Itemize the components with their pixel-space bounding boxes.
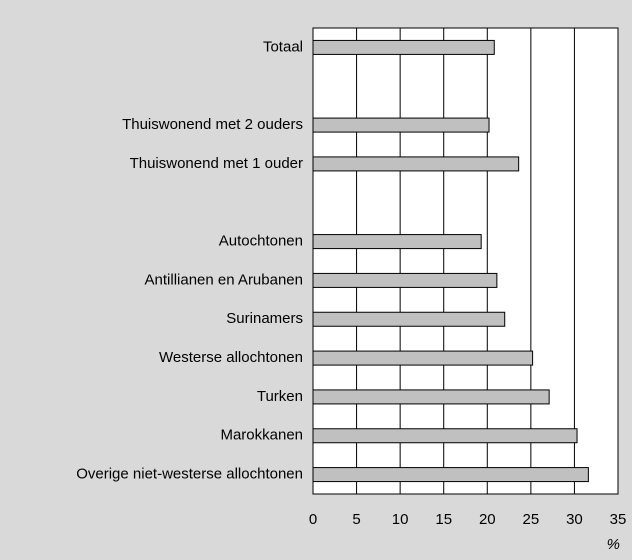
- bar: [312, 272, 498, 288]
- x-tick-label: 20: [479, 511, 496, 528]
- bar: [312, 117, 490, 133]
- y-tick-label: Autochtonen: [219, 233, 303, 250]
- bar: [312, 234, 482, 250]
- x-tick-label: 10: [392, 511, 409, 528]
- bar: [312, 350, 534, 366]
- y-tick-label: Thuiswonend met 1 ouder: [130, 155, 303, 172]
- y-tick-label: Thuiswonend met 2 ouders: [122, 116, 303, 133]
- bar: [312, 428, 578, 444]
- bar: [312, 311, 506, 327]
- x-tick-label: 5: [352, 511, 360, 528]
- x-tick-label: 35: [610, 511, 627, 528]
- bar: [312, 39, 495, 55]
- x-tick-label: 25: [523, 511, 540, 528]
- bar: [312, 389, 550, 405]
- plot-area: [312, 27, 619, 495]
- x-tick-label: 0: [309, 511, 317, 528]
- y-tick-label: Antillianen en Arubanen: [145, 271, 303, 288]
- x-axis-label: %: [607, 536, 620, 553]
- y-tick-label: Totaal: [263, 38, 303, 55]
- bar: [312, 467, 589, 483]
- y-tick-label: Overige niet-westerse allochtonen: [76, 466, 303, 483]
- x-tick-label: 30: [566, 511, 583, 528]
- y-tick-label: Turken: [257, 388, 303, 405]
- y-tick-label: Marokkanen: [220, 427, 303, 444]
- y-tick-label: Surinamers: [226, 310, 303, 327]
- x-tick-label: 15: [435, 511, 452, 528]
- y-tick-label: Westerse allochtonen: [159, 349, 303, 366]
- bar: [312, 156, 520, 172]
